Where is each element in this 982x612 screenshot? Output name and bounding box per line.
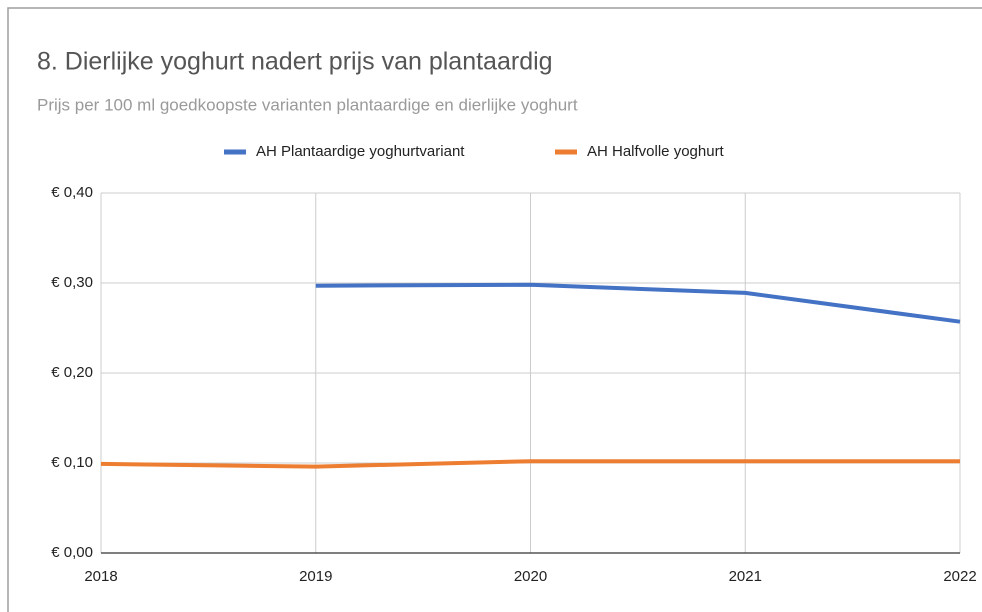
x-tick-label: 2021 (729, 568, 762, 585)
chart-subtitle: Prijs per 100 ml goedkoopste varianten p… (37, 95, 578, 114)
y-tick-label: € 0,10 (51, 454, 93, 471)
x-tick-label: 2018 (84, 568, 117, 585)
legend-label: AH Halfvolle yoghurt (587, 143, 725, 160)
y-tick-label: € 0,20 (51, 364, 93, 381)
series-line (315, 282, 961, 324)
series-line (100, 459, 960, 469)
y-tick-label: € 0,30 (51, 274, 93, 291)
y-tick-label: € 0,40 (51, 184, 93, 201)
chart-frame (7, 7, 982, 612)
x-tick-label: 2022 (943, 568, 976, 585)
legend-label: AH Plantaardige yoghurtvariant (256, 143, 465, 160)
y-tick-label: € 0,00 (51, 544, 93, 561)
x-tick-label: 2020 (514, 568, 547, 585)
chart-title: 8. Dierlijke yoghurt nadert prijs van pl… (37, 48, 553, 76)
x-tick-label: 2019 (299, 568, 332, 585)
